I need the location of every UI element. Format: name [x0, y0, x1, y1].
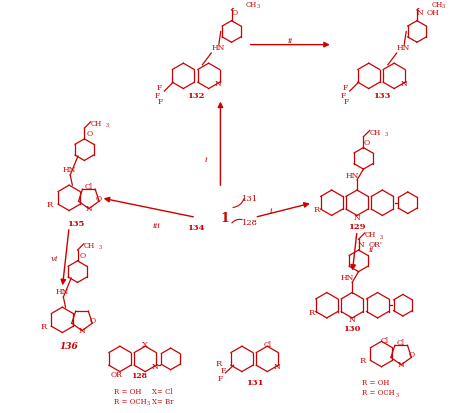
Text: F: F — [343, 98, 348, 106]
Text: O: O — [96, 195, 102, 202]
Text: N: N — [152, 362, 158, 370]
Text: CH: CH — [431, 0, 442, 9]
Text: 136: 136 — [59, 341, 78, 350]
Text: HN: HN — [55, 287, 69, 295]
Text: i: i — [270, 206, 273, 214]
Text: 3: 3 — [256, 4, 260, 9]
Text: Cl: Cl — [263, 340, 271, 348]
Text: 3: 3 — [396, 392, 399, 396]
Text: X= Cl: X= Cl — [152, 387, 172, 395]
Text: i: i — [204, 155, 207, 164]
Text: OR': OR' — [368, 241, 382, 249]
Text: N: N — [79, 326, 85, 334]
Text: ii: ii — [369, 245, 374, 253]
Text: HN: HN — [211, 44, 225, 52]
Text: F: F — [158, 98, 163, 106]
Text: N: N — [358, 241, 365, 249]
Text: O: O — [89, 316, 95, 324]
Text: 130: 130 — [344, 324, 361, 332]
Text: F: F — [220, 366, 226, 375]
Text: R: R — [47, 201, 53, 209]
Text: N: N — [349, 316, 356, 323]
Text: vi: vi — [51, 255, 58, 263]
Text: ii: ii — [287, 37, 292, 45]
Text: N: N — [85, 204, 92, 213]
Text: N: N — [354, 213, 360, 221]
Text: R = OCH: R = OCH — [363, 388, 395, 396]
Text: OH: OH — [427, 9, 439, 17]
Text: 131: 131 — [246, 378, 264, 386]
Text: F: F — [155, 92, 160, 100]
Text: R = OCH: R = OCH — [114, 397, 146, 405]
Text: CH: CH — [246, 0, 257, 9]
Text: 3: 3 — [385, 132, 388, 137]
Text: N: N — [273, 362, 281, 370]
Text: R = OH: R = OH — [363, 378, 390, 386]
Text: N: N — [401, 80, 407, 88]
Text: 133: 133 — [373, 92, 390, 100]
Text: O: O — [86, 130, 92, 138]
Text: CH: CH — [365, 230, 376, 239]
Text: R: R — [40, 323, 46, 330]
Text: N: N — [215, 80, 222, 88]
Text: R = OH: R = OH — [114, 387, 141, 395]
Text: 129: 129 — [348, 222, 366, 230]
Text: F: F — [157, 84, 162, 92]
Text: HN: HN — [346, 171, 359, 179]
Text: 3: 3 — [147, 400, 150, 405]
Text: F: F — [218, 374, 223, 382]
Text: 135: 135 — [67, 220, 84, 228]
Text: CH: CH — [91, 120, 102, 128]
Text: O: O — [79, 252, 85, 259]
Text: O: O — [231, 9, 237, 17]
Text: 3: 3 — [380, 234, 383, 239]
Text: O: O — [408, 350, 414, 358]
Text: X= Br: X= Br — [152, 397, 173, 405]
Text: 134: 134 — [187, 223, 205, 232]
Text: 128: 128 — [131, 372, 147, 380]
Text: 128: 128 — [242, 219, 258, 227]
Text: 1: 1 — [221, 211, 230, 224]
Text: HN: HN — [63, 165, 76, 173]
Text: N: N — [398, 361, 404, 368]
Text: Cl: Cl — [85, 183, 93, 190]
Text: X: X — [142, 340, 148, 348]
Text: O: O — [363, 138, 369, 147]
Text: 131: 131 — [242, 195, 258, 202]
Text: CH: CH — [370, 128, 381, 136]
Text: OR: OR — [110, 370, 122, 378]
Text: 132: 132 — [187, 92, 205, 100]
Text: HN: HN — [397, 44, 410, 52]
Text: HN: HN — [341, 274, 354, 282]
Text: Cl: Cl — [381, 336, 389, 344]
Text: R: R — [359, 356, 365, 365]
Text: iii: iii — [153, 222, 161, 230]
Text: R: R — [216, 359, 222, 367]
Text: 3: 3 — [442, 4, 445, 9]
Text: R: R — [313, 206, 319, 214]
Text: 3: 3 — [106, 123, 109, 128]
Text: R: R — [309, 308, 315, 316]
Text: 3: 3 — [99, 245, 102, 250]
Text: Cl: Cl — [397, 338, 405, 347]
Text: CH: CH — [84, 242, 95, 249]
Text: F: F — [340, 92, 346, 100]
Text: N: N — [417, 9, 423, 17]
Text: F: F — [342, 84, 347, 92]
